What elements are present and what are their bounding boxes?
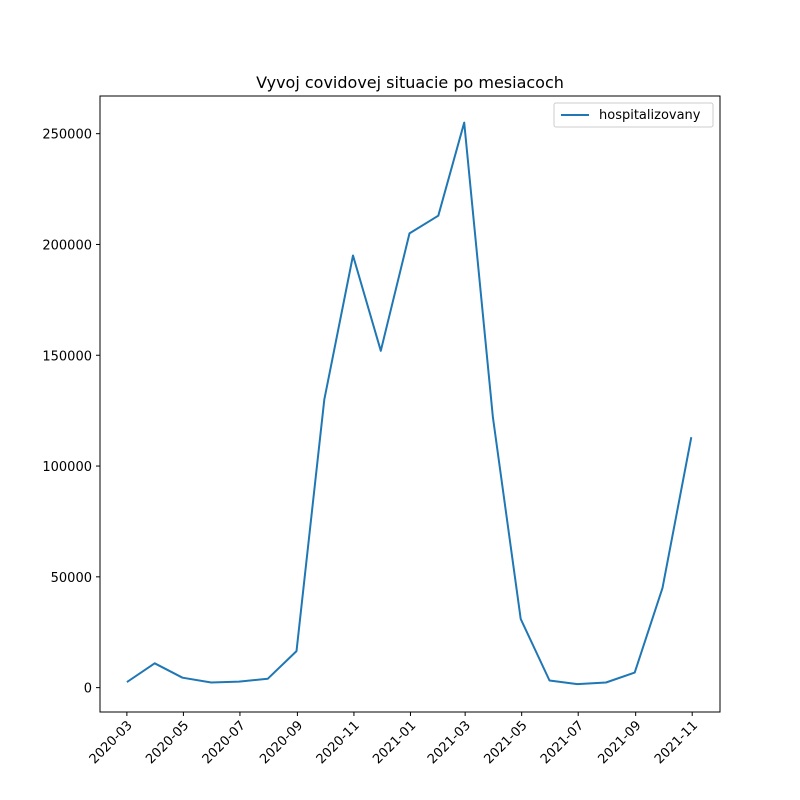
x-tick-label: 2021-01 [370, 718, 419, 767]
x-tick-label: 2020-05 [143, 718, 192, 767]
y-tick-label: 0 [84, 682, 92, 697]
legend: hospitalizovany [553, 102, 714, 128]
x-tick-label: 2020-07 [200, 718, 249, 767]
y-axis: 0 50000 100000 150000 200000 250000 [42, 128, 100, 697]
x-tick-label: 2021-03 [425, 718, 474, 767]
y-tick-label: 150000 [42, 349, 92, 364]
series-layer [126, 121, 693, 686]
legend-box [553, 102, 714, 128]
plot-area [99, 95, 721, 713]
x-tick-label: 2021-09 [595, 718, 644, 767]
x-axis: 2020-03 2020-05 2020-07 2020-09 2020-11 2021-… [87, 712, 701, 767]
x-tick-label: 2021-05 [481, 718, 530, 767]
legend-label: hospitalizovany [599, 108, 701, 123]
x-tick-label: 2021-11 [652, 718, 701, 767]
x-tick-label: 2020-09 [257, 718, 306, 767]
chart-title: Vyvoj covidovej situacie po mesiacoch [256, 73, 564, 92]
series-line-hospitalizovany [126, 121, 693, 686]
y-tick-label: 250000 [42, 128, 92, 143]
x-tick-label: 2020-11 [314, 718, 363, 767]
x-tick-label: 2021-07 [538, 718, 587, 767]
y-tick-label: 50000 [51, 571, 92, 586]
y-tick-label: 100000 [42, 460, 92, 475]
y-tick-label: 200000 [42, 238, 92, 253]
x-tick-label: 2020-03 [87, 718, 136, 767]
